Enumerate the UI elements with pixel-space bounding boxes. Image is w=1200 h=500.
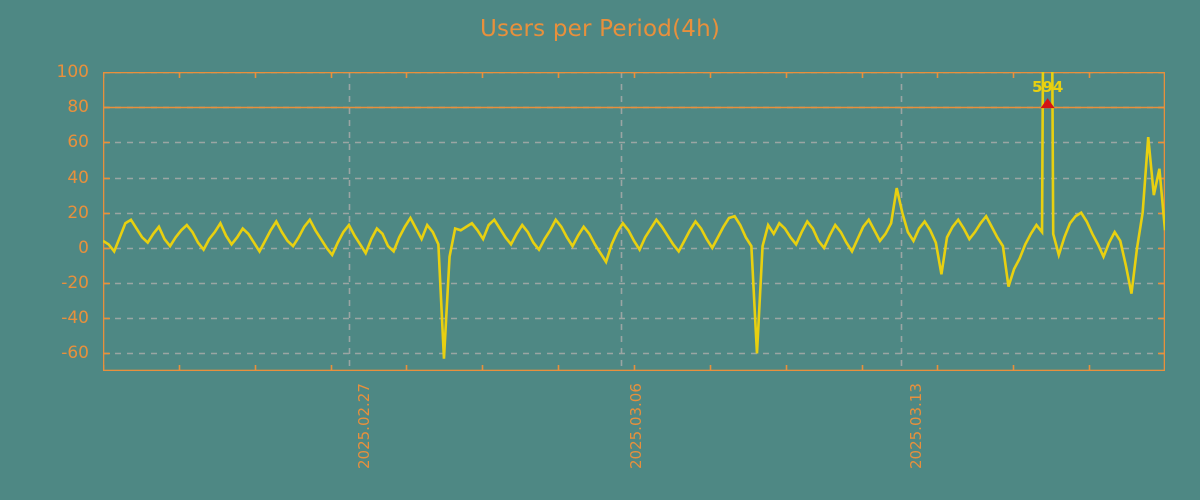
y-axis-tick-label: 20 xyxy=(67,202,89,223)
y-axis-tick-label: -60 xyxy=(61,343,89,364)
y-axis-tick-label: -40 xyxy=(61,308,89,329)
peak-marker-icon xyxy=(1040,98,1055,109)
y-axis-tick-label: -20 xyxy=(61,273,89,294)
y-axis-tick-label: 40 xyxy=(67,167,89,188)
chart-title: Users per Period(4h) xyxy=(479,16,721,42)
y-axis-tick-label: 60 xyxy=(67,132,89,153)
gridlines xyxy=(103,72,1165,371)
peak-value-label: 594 xyxy=(1031,78,1064,97)
tick-marks xyxy=(103,72,1165,371)
x-axis-tick-label: 2025.02.27 xyxy=(354,383,373,469)
chart-svg xyxy=(103,72,1165,371)
plot-area xyxy=(103,72,1165,371)
x-axis-tick-label: 2025.03.06 xyxy=(627,383,646,469)
y-axis-tick-label: 0 xyxy=(78,237,89,258)
y-axis-tick-label: 100 xyxy=(56,62,89,82)
plot-border xyxy=(103,72,1165,371)
y-axis-tick-label: 80 xyxy=(67,97,89,118)
data-series-line xyxy=(103,72,1165,359)
x-axis-tick-label: 2025.03.13 xyxy=(906,383,925,469)
